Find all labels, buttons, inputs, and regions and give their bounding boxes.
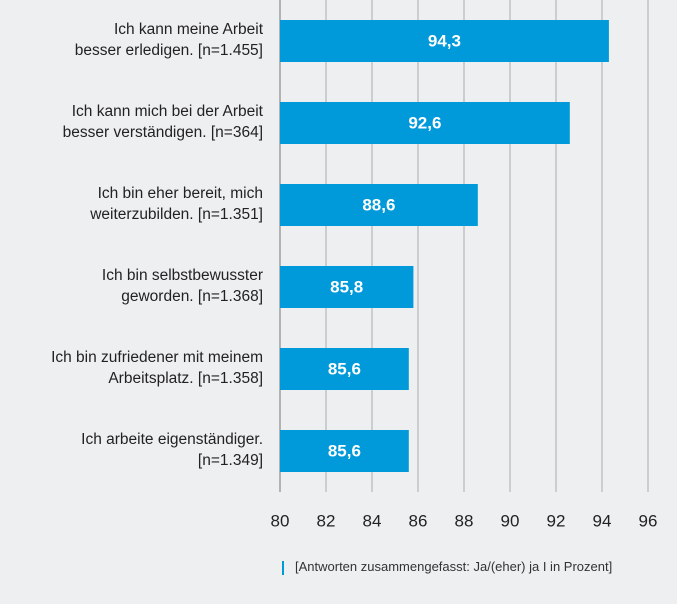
x-tick-label: 82: [317, 511, 336, 530]
category-label: Ich arbeite eigenständiger. [n=1.349]: [81, 431, 263, 469]
bar: [280, 184, 478, 226]
value-label: 85,6: [328, 441, 361, 460]
note: [Antworten zusammengefasst: Ja/(eher) ja…: [295, 559, 613, 574]
x-tick-label: 86: [409, 511, 428, 530]
category-label: Ich kann meine Arbeit besser erledigen. …: [74, 21, 263, 59]
x-tick-label: 88: [455, 511, 474, 530]
value-label: 85,8: [330, 277, 363, 296]
x-tick-label: 90: [501, 511, 520, 530]
x-tick-label: 94: [593, 511, 612, 530]
bar: [280, 348, 409, 390]
bar: [280, 20, 609, 62]
note-marker: [282, 561, 284, 575]
x-tick-label: 92: [547, 511, 566, 530]
category-label: Ich bin zufriedener mit meinem Arbeitspl…: [51, 349, 263, 387]
category-label: Ich kann mich bei der Arbeit besser vers…: [62, 103, 263, 141]
value-label: 88,6: [362, 195, 395, 214]
bar: [280, 430, 409, 472]
x-tick-label: 80: [271, 511, 290, 530]
value-label: 92,6: [408, 113, 441, 132]
category-label: Ich bin eher bereit, mich weiterzubilden…: [90, 185, 263, 223]
value-label: 94,3: [428, 31, 461, 50]
category-label: Ich bin selbstbewusster geworden. [n=1.3…: [101, 267, 263, 305]
x-tick-label: 84: [363, 511, 382, 530]
bar: [280, 102, 570, 144]
bar: [280, 266, 414, 308]
x-tick-label: 96: [639, 511, 658, 530]
value-label: 85,6: [328, 359, 361, 378]
